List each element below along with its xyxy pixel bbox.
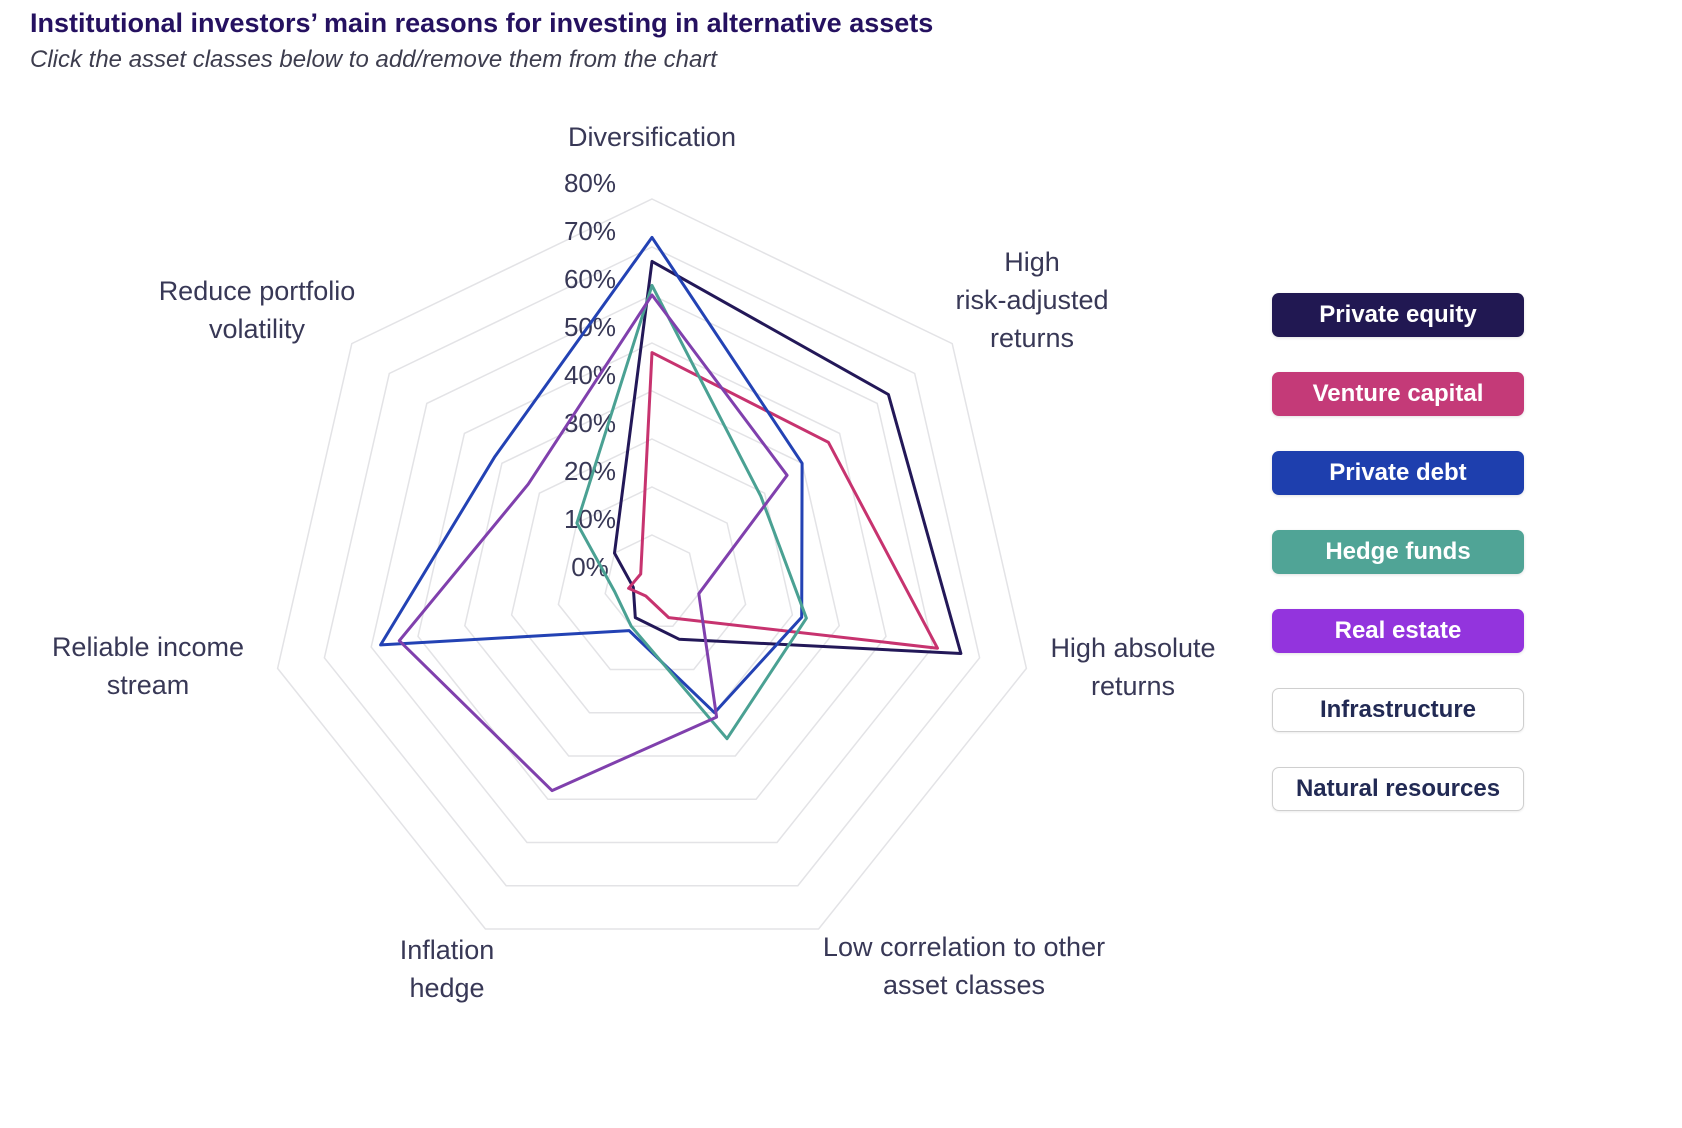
axis-label-high-risk-adjusted-returns: risk-adjusted [955, 285, 1108, 315]
grid-ring-60 [370, 294, 934, 844]
axis-label-low-correlation-to-other-asset-classes: asset classes [883, 970, 1045, 1000]
axis-label-high-risk-adjusted-returns: High [1004, 247, 1060, 277]
axis-label-reduce-portfolio-volatility: Reduce portfolio [159, 276, 356, 306]
tick-label-60: 60% [564, 264, 616, 294]
axis-label-reliable-income-stream: stream [107, 670, 190, 700]
legend-button-venture-capital[interactable]: Venture capital [1272, 372, 1524, 416]
grid-ring-30 [510, 438, 794, 714]
grid-ring-40 [463, 390, 841, 757]
grid-ring-50 [417, 342, 887, 800]
grid-ring-70 [323, 246, 981, 887]
series-polygon-venture-capital [627, 351, 939, 650]
axis-label-low-correlation-to-other-asset-classes: Low correlation to other [823, 932, 1105, 962]
page-subtitle: Click the asset classes below to add/rem… [30, 46, 717, 73]
series-polygon-private-equity [613, 259, 963, 655]
series-polygon-real-estate [397, 293, 789, 793]
legend-button-private-equity[interactable]: Private equity [1272, 293, 1524, 337]
legend: Private equity Venture capital Private deb… [1272, 293, 1524, 811]
axis-label-high-absolute-returns: High absolute [1050, 633, 1215, 663]
axis-label-diversification: Diversification [568, 122, 736, 152]
tick-label-0: 0% [571, 552, 609, 582]
series-polygon-hedge-funds [575, 283, 808, 741]
tick-label-10: 10% [564, 504, 616, 534]
axis-label-reduce-portfolio-volatility: volatility [209, 314, 306, 344]
tick-label-50: 50% [564, 312, 616, 342]
grid-ring-10 [604, 534, 700, 627]
legend-button-hedge-funds[interactable]: Hedge funds [1272, 530, 1524, 574]
grid-ring-20 [557, 486, 747, 671]
legend-button-real-estate[interactable]: Real estate [1272, 609, 1524, 653]
page-title: Institutional investors’ main reasons fo… [30, 8, 934, 38]
axis-label-high-absolute-returns: returns [1091, 671, 1175, 701]
legend-button-private-debt[interactable]: Private debt [1272, 451, 1524, 495]
axis-label-inflation-hedge: hedge [409, 973, 484, 1003]
legend-button-infrastructure[interactable]: Infrastructure [1272, 688, 1524, 732]
axis-label-reliable-income-stream: Reliable income [52, 632, 244, 662]
axis-label-inflation-hedge: Inflation [400, 935, 495, 965]
tick-label-80: 80% [564, 168, 616, 198]
legend-button-natural-resources[interactable]: Natural resources [1272, 767, 1524, 811]
tick-label-70: 70% [564, 216, 616, 246]
grid-ring-80 [276, 198, 1028, 930]
axis-label-high-risk-adjusted-returns: returns [990, 323, 1074, 353]
